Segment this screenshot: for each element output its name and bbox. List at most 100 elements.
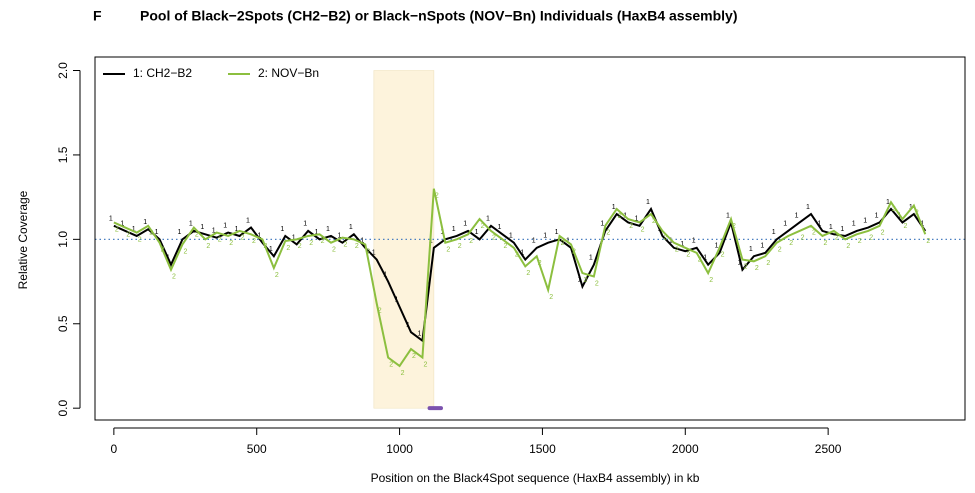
point-marker: 2 xyxy=(115,226,119,233)
point-marker: 2 xyxy=(732,223,736,230)
point-marker: 1 xyxy=(303,221,307,228)
point-marker: 2 xyxy=(858,238,862,245)
point-marker: 1 xyxy=(817,221,821,228)
point-marker: 2 xyxy=(743,263,747,270)
point-marker: 2 xyxy=(446,247,450,254)
point-marker: 2 xyxy=(686,252,690,259)
point-marker: 2 xyxy=(846,243,850,250)
point-marker: 2 xyxy=(321,238,325,245)
point-marker: 2 xyxy=(926,238,930,245)
point-marker: 2 xyxy=(458,243,462,250)
point-marker: 2 xyxy=(515,252,519,259)
point-marker: 2 xyxy=(298,243,302,250)
point-marker: 1 xyxy=(875,212,879,219)
point-marker: 2 xyxy=(309,240,313,247)
point-marker: 1 xyxy=(292,234,296,241)
point-marker: 1 xyxy=(383,271,387,278)
point-marker: 1 xyxy=(235,226,239,233)
point-marker: 1 xyxy=(337,233,341,240)
point-marker: 2 xyxy=(629,223,633,230)
point-marker: 1 xyxy=(715,243,719,250)
x-tick-label: 2500 xyxy=(815,442,842,456)
point-marker: 2 xyxy=(126,231,130,238)
point-marker: 2 xyxy=(263,243,267,250)
point-marker: 2 xyxy=(618,213,622,220)
x-axis-label: Position on the Black4Spot sequence (Hax… xyxy=(371,471,700,485)
point-marker: 2 xyxy=(423,361,427,368)
point-marker: 2 xyxy=(892,206,896,213)
point-marker: 2 xyxy=(401,370,405,377)
point-marker: 1 xyxy=(349,224,353,231)
point-marker: 2 xyxy=(709,277,713,284)
legend-label: 1: CH2−B2 xyxy=(133,66,192,80)
y-tick-label: 1.0 xyxy=(56,231,70,248)
point-marker: 2 xyxy=(241,235,245,242)
point-marker: 2 xyxy=(663,235,667,242)
point-marker: 1 xyxy=(486,216,490,223)
point-marker: 1 xyxy=(600,221,604,228)
point-marker: 1 xyxy=(909,204,913,211)
point-marker: 1 xyxy=(806,204,810,211)
point-marker: 2 xyxy=(218,236,222,243)
point-marker: 2 xyxy=(161,247,165,254)
point-marker: 2 xyxy=(366,248,370,255)
x-tick-label: 0 xyxy=(111,442,118,456)
point-marker: 2 xyxy=(469,238,473,245)
point-marker: 2 xyxy=(789,240,793,247)
point-marker: 2 xyxy=(835,235,839,242)
point-marker: 2 xyxy=(481,223,485,230)
point-marker: 2 xyxy=(583,277,587,284)
point-marker: 1 xyxy=(795,212,799,219)
point-marker: 2 xyxy=(812,230,816,237)
point-marker: 1 xyxy=(257,233,261,240)
point-marker: 1 xyxy=(177,229,181,236)
point-marker: 2 xyxy=(595,280,599,287)
point-marker: 1 xyxy=(212,227,216,234)
point-marker: 1 xyxy=(543,233,547,240)
legend-label: 2: NOV−Bn xyxy=(258,66,319,80)
point-marker: 1 xyxy=(829,224,833,231)
x-tick-label: 500 xyxy=(247,442,267,456)
chart-title: Pool of Black−2Spots (CH2−B2) or Black−n… xyxy=(140,8,738,24)
point-marker: 1 xyxy=(703,255,707,262)
point-marker: 2 xyxy=(435,193,439,200)
series-line xyxy=(113,188,927,368)
y-tick-label: 0.5 xyxy=(56,315,70,332)
point-marker: 1 xyxy=(760,243,764,250)
point-marker: 1 xyxy=(646,199,650,206)
point-marker: 2 xyxy=(332,247,336,254)
point-marker: 1 xyxy=(315,229,319,236)
point-marker: 1 xyxy=(200,224,204,231)
point-marker: 2 xyxy=(378,307,382,314)
point-marker: 2 xyxy=(675,247,679,254)
point-marker: 2 xyxy=(881,230,885,237)
point-marker: 2 xyxy=(183,248,187,255)
point-marker: 2 xyxy=(903,223,907,230)
point-marker: 2 xyxy=(549,294,553,301)
plot-frame xyxy=(94,56,966,421)
point-marker: 1 xyxy=(143,219,147,226)
series-line xyxy=(113,206,927,343)
point-marker: 1 xyxy=(372,249,376,256)
point-marker: 1 xyxy=(692,238,696,245)
y-tick-label: 2.0 xyxy=(56,62,70,79)
point-marker: 1 xyxy=(395,297,399,304)
point-marker: 1 xyxy=(612,204,616,211)
point-marker: 2 xyxy=(286,245,290,252)
point-marker: 1 xyxy=(326,226,330,233)
point-marker: 1 xyxy=(497,224,501,231)
point-marker: 1 xyxy=(669,238,673,245)
point-marker: 2 xyxy=(561,240,565,247)
point-marker: 1 xyxy=(509,233,513,240)
point-marker: 1 xyxy=(589,255,593,262)
point-marker: 2 xyxy=(355,243,359,250)
point-marker: 2 xyxy=(526,270,530,277)
point-marker: 1 xyxy=(520,249,524,256)
point-marker: 2 xyxy=(721,252,725,259)
point-marker: 2 xyxy=(172,274,176,281)
y-tick-label: 0.0 xyxy=(56,400,70,417)
point-marker: 2 xyxy=(149,230,153,237)
point-marker: 2 xyxy=(138,236,142,243)
x-tick-label: 1500 xyxy=(529,442,556,456)
point-marker: 1 xyxy=(417,330,421,337)
